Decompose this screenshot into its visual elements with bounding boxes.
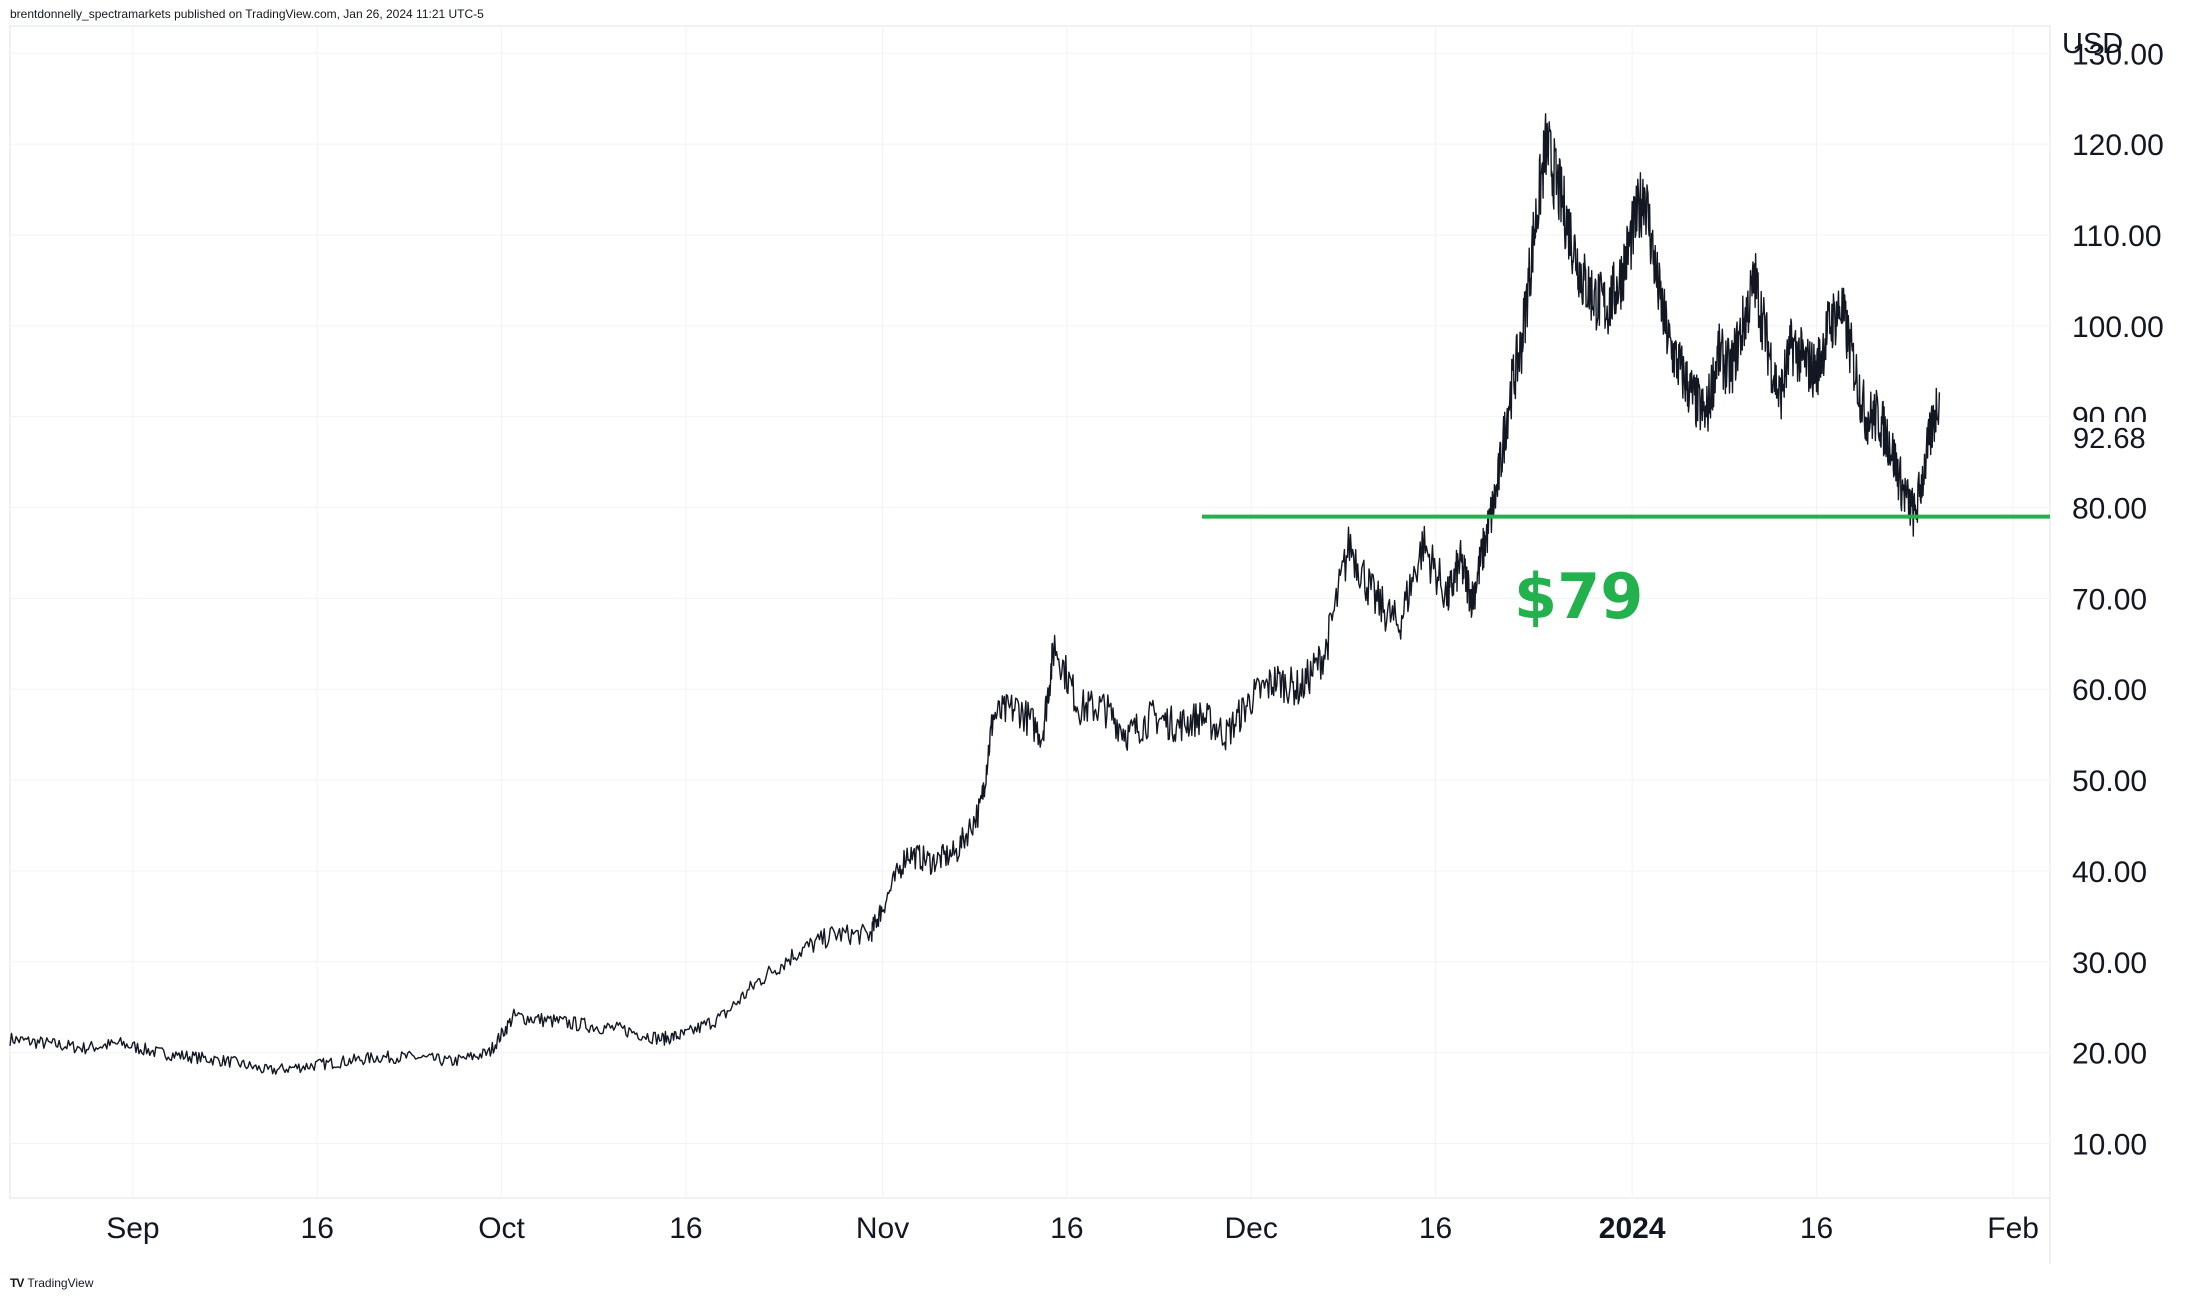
x-tick-label: Dec [1225,1212,1278,1245]
plot-frame [9,25,2051,1199]
last-price-tag: 92.68 [2071,422,2171,458]
y-tick-label: 80.00 [2072,493,2147,526]
price-axis[interactable]: 10.00 20.00 30.00 40.00 50.00 60.00 70.00 80.00… [2072,38,2164,1161]
price-series-line [9,113,1941,1075]
y-tick-label: 20.00 [2072,1038,2147,1071]
y-tick-label: 120.00 [2072,129,2164,162]
y-tick-label: 100.00 [2072,311,2164,344]
x-tick-label: 16 [1419,1212,1452,1245]
y-tick-label: 30.00 [2072,947,2147,980]
x-tick-label: 16 [669,1212,702,1245]
x-tick-label: Sep [106,1212,159,1245]
y-tick-label: 40.00 [2072,856,2147,889]
last-price-value: 92.68 [2073,423,2146,455]
x-tick-label: 16 [1050,1212,1083,1245]
currency-label[interactable]: USD [2062,28,2124,60]
footer-brand: TradingView [27,1276,94,1290]
x-tick-label: Feb [1987,1212,2039,1245]
x-tick-label: 16 [301,1212,334,1245]
tradingview-logo-icon: TV [10,1276,24,1290]
time-axis[interactable]: Sep 16 Oct 16 Nov 16 Dec 16 2024 16 Feb [106,1212,2039,1245]
y-tick-label: 10.00 [2072,1128,2147,1161]
footer: TV TradingView [10,1276,93,1290]
support-annotation: $79 [1514,560,1644,633]
publisher-caption: brentdonnelly_spectramarkets published o… [10,7,484,21]
price-series-layer [9,113,1941,1075]
grid-lines [10,26,2050,1198]
y-tick-label: 60.00 [2072,674,2147,707]
y-tick-label: 110.00 [2072,220,2162,253]
y-tick-label: 130.00 [2072,38,2164,71]
y-tick-label: 50.00 [2072,765,2147,798]
x-tick-label: 2024 [1599,1212,1666,1245]
x-tick-label: 16 [1800,1212,1833,1245]
x-tick-label: Oct [478,1212,525,1245]
y-tick-label: 70.00 [2072,583,2147,616]
x-tick-label: Nov [856,1212,909,1245]
